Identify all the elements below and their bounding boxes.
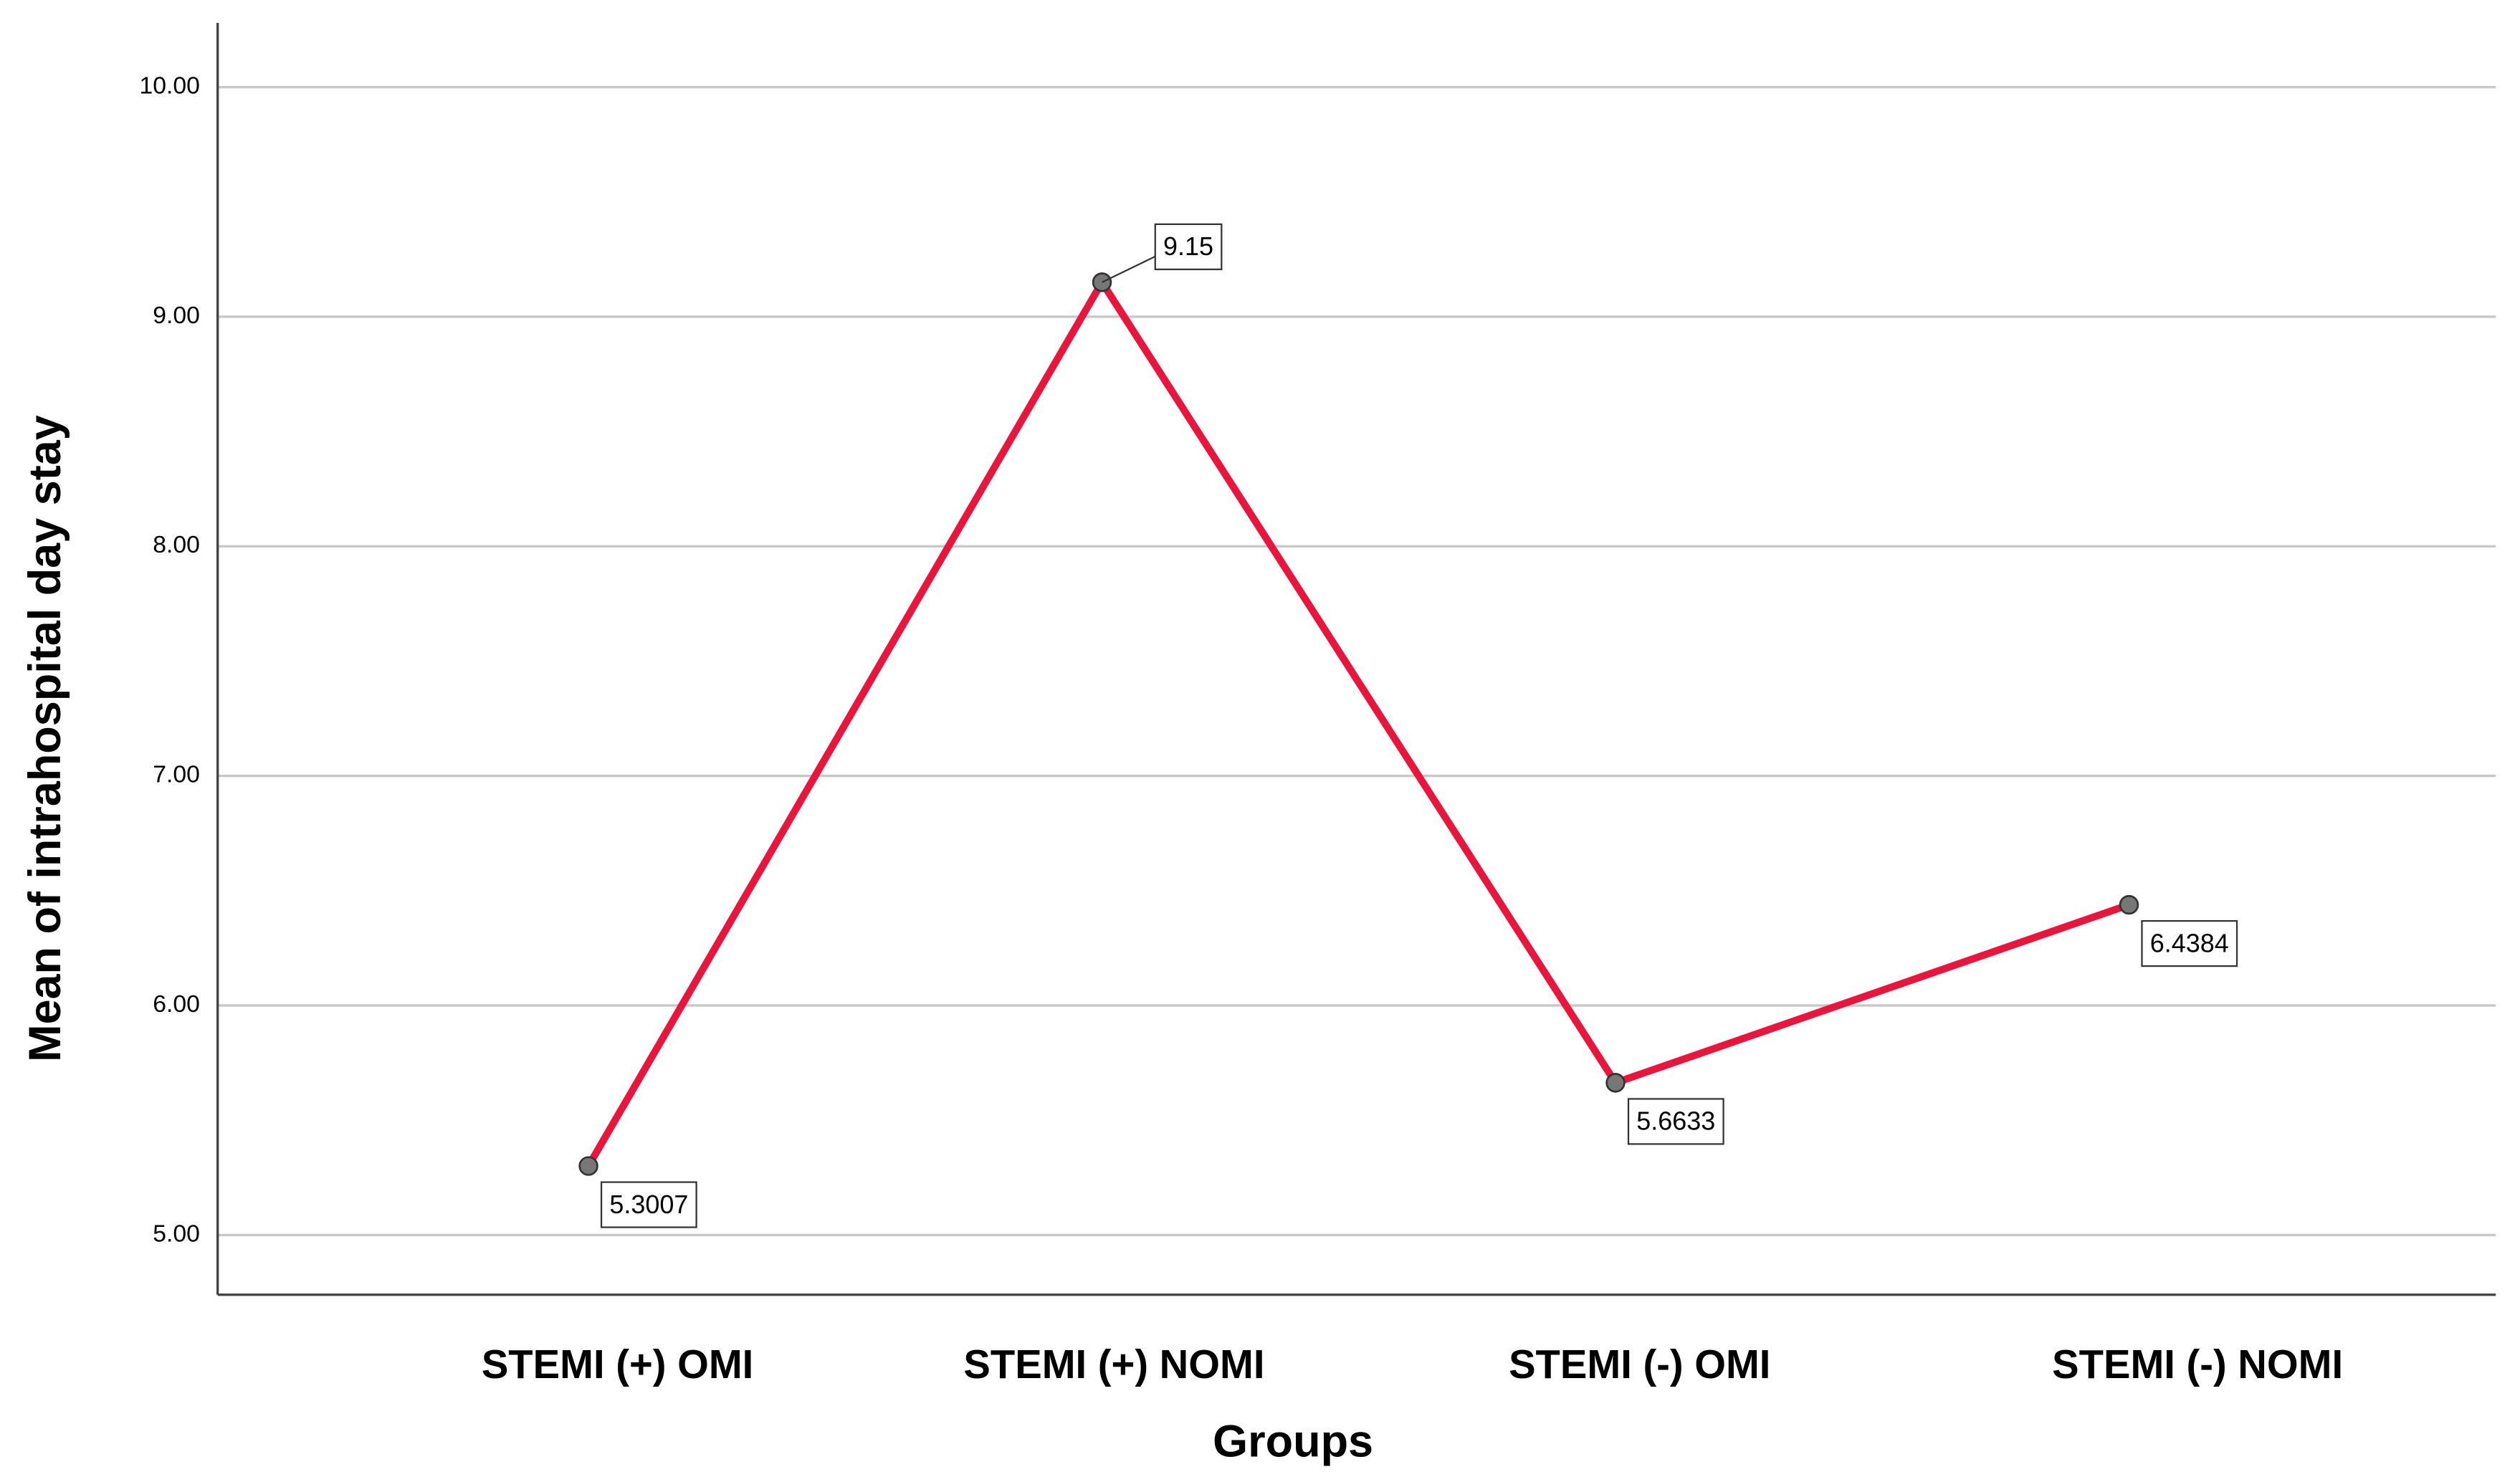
y-tick-label: 5.00 bbox=[153, 1220, 200, 1247]
data-label: 6.4384 bbox=[2150, 928, 2229, 957]
data-label: 9.15 bbox=[1163, 231, 1213, 261]
leader-line bbox=[1102, 255, 1156, 283]
y-axis-title: Mean of intrahospital day stay bbox=[20, 415, 70, 1062]
marker bbox=[1605, 1073, 1626, 1093]
data-label: 5.3007 bbox=[609, 1190, 688, 1219]
marker bbox=[2119, 894, 2139, 915]
y-tick-label: 9.00 bbox=[153, 302, 200, 329]
x-tick-label: STEMI (+) NOMI bbox=[963, 1342, 1264, 1387]
line bbox=[585, 278, 2131, 1168]
marker bbox=[578, 1156, 598, 1176]
data-label-box bbox=[1154, 223, 1223, 270]
data-label-box bbox=[2141, 919, 2238, 967]
y-tick-label: 8.00 bbox=[153, 531, 200, 558]
x-axis-title: Groups bbox=[1213, 1417, 1373, 1467]
x-tick-label: STEMI (-) NOMI bbox=[2052, 1342, 2343, 1387]
data-label-box bbox=[600, 1181, 697, 1228]
x-tick-label: STEMI (-) OMI bbox=[1509, 1342, 1770, 1387]
data-label: 5.6633 bbox=[1636, 1106, 1715, 1136]
x-tick-label: STEMI (+) OMI bbox=[482, 1342, 753, 1387]
y-tick-label: 6.00 bbox=[153, 990, 200, 1018]
y-tick-label: 7.00 bbox=[153, 761, 200, 788]
y-tick-label: 10.00 bbox=[140, 72, 200, 99]
data-label-box bbox=[1627, 1098, 1724, 1145]
